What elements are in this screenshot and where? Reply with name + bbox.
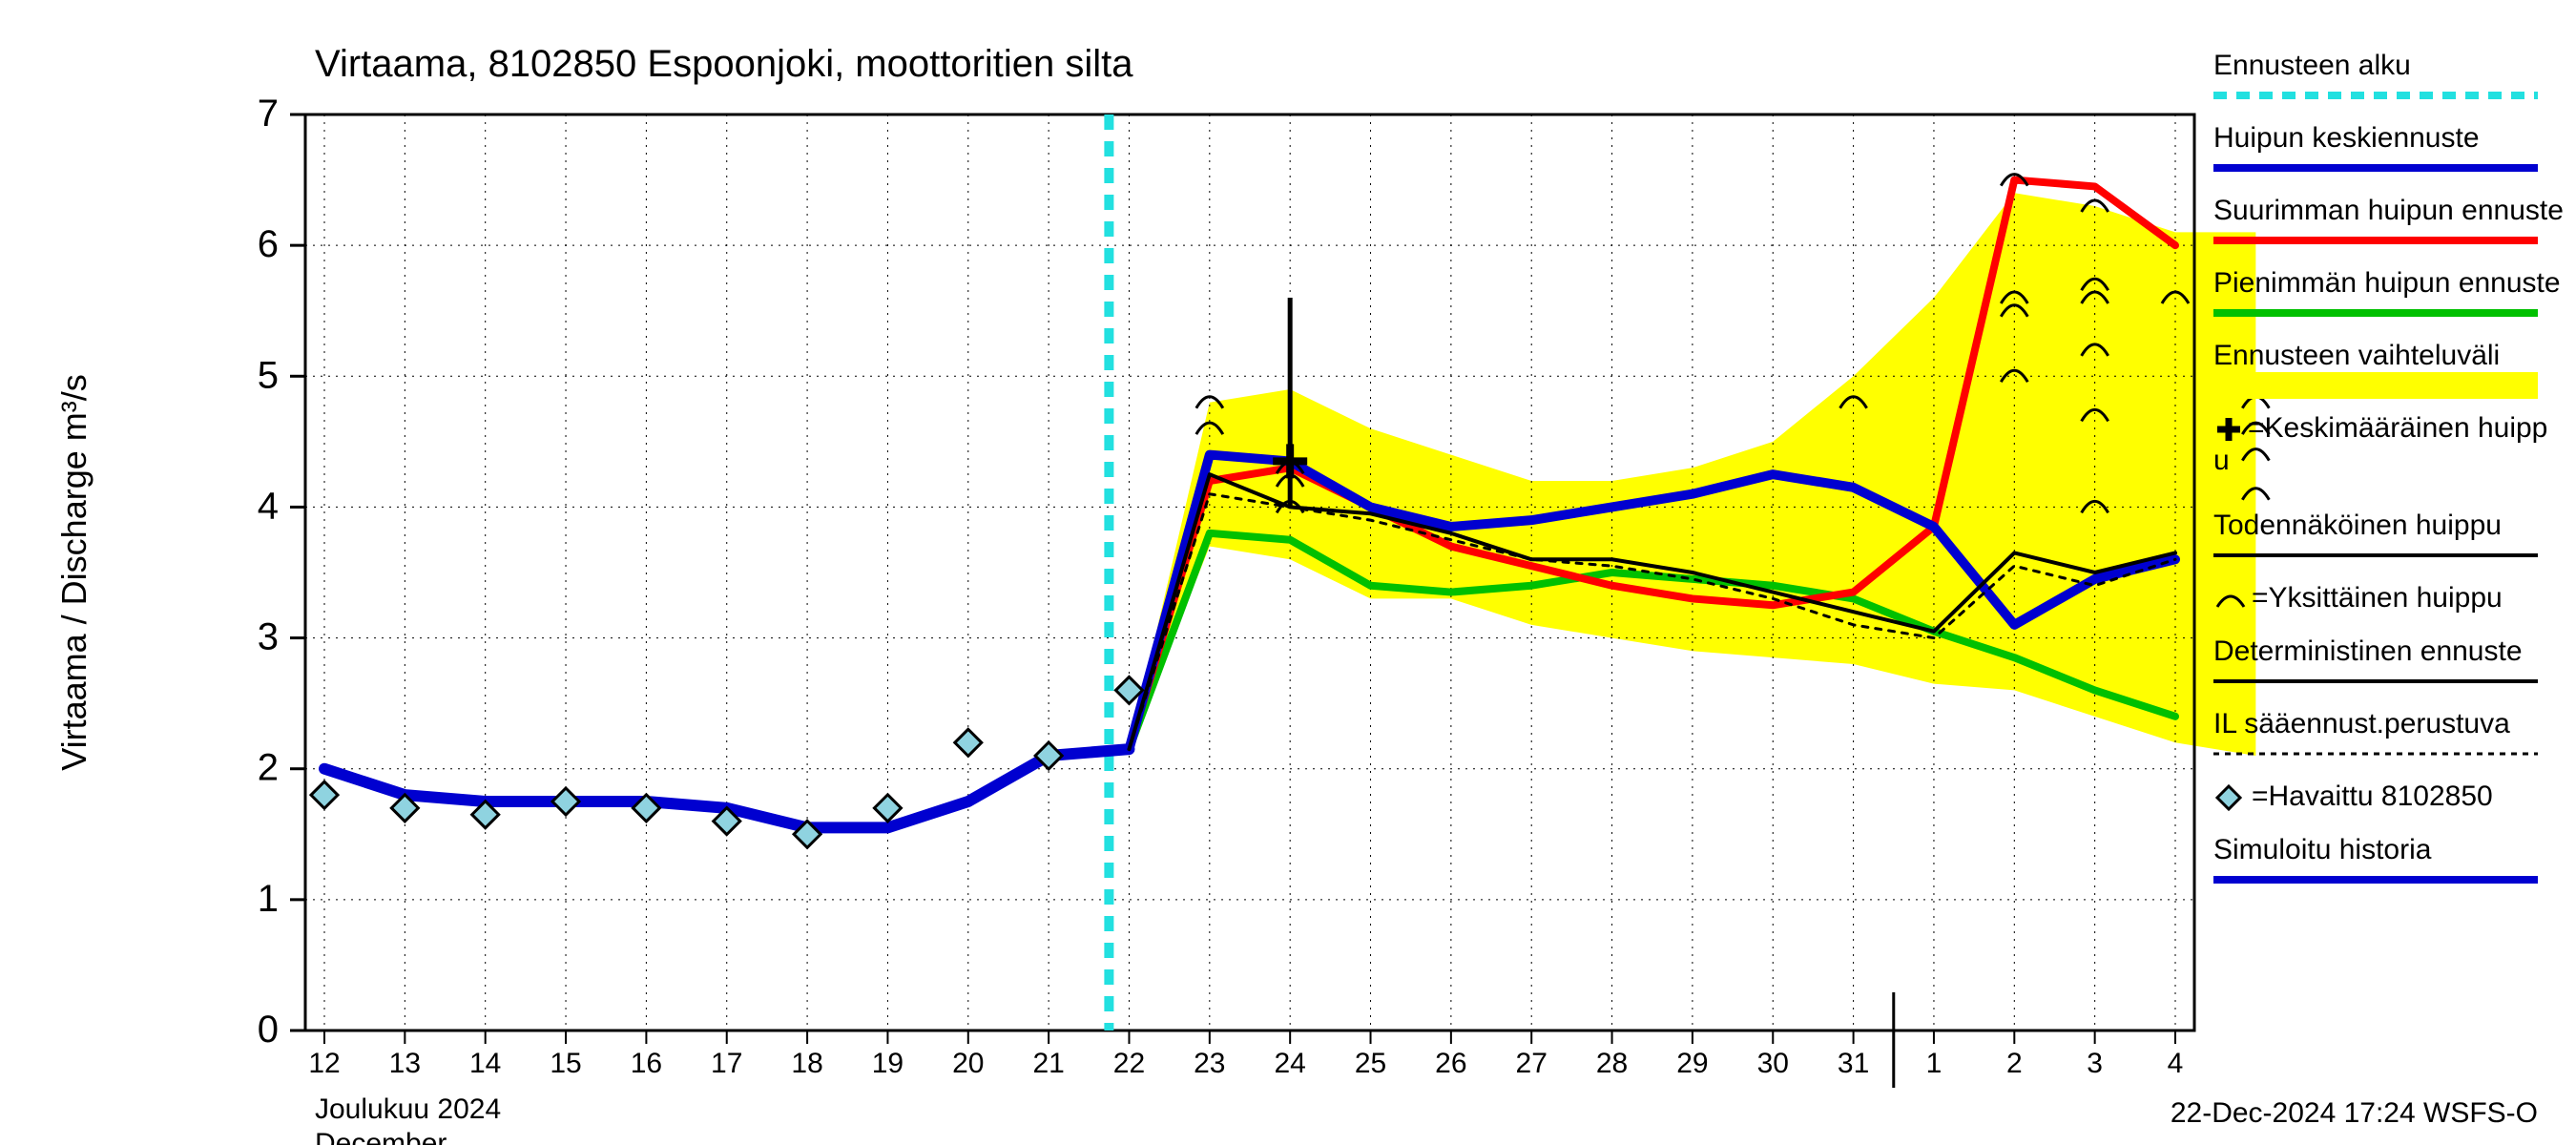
legend-label: =Yksittäinen huippu [2252, 582, 2503, 614]
x-tick-label: 27 [1516, 1048, 1548, 1079]
x-tick-label: 28 [1596, 1048, 1628, 1079]
legend-label: Huipun keskiennuste [2213, 122, 2480, 154]
x-tick-label: 26 [1435, 1048, 1466, 1079]
legend-label: =Keskimääräinen huipp [2248, 412, 2547, 444]
x-tick-label: 20 [952, 1048, 984, 1079]
x-tick-label: 18 [791, 1048, 822, 1079]
x-tick-label: 30 [1757, 1048, 1789, 1079]
x-tick-label: 14 [469, 1048, 501, 1079]
x-tick-label: 16 [631, 1048, 662, 1079]
x-tick-label: 12 [308, 1048, 340, 1079]
x-tick-label: 24 [1274, 1048, 1305, 1079]
legend-label: Todennäköinen huippu [2213, 510, 2502, 541]
x-tick-label: 2 [2006, 1048, 2023, 1079]
x-tick-label: 25 [1355, 1048, 1386, 1079]
x-tick-label: 3 [2087, 1048, 2103, 1079]
chart-footer-timestamp: 22-Dec-2024 17:24 WSFS-O [2171, 1097, 2538, 1129]
legend-label: =Havaittu 8102850 [2252, 781, 2493, 812]
x-tick-label: 19 [872, 1048, 904, 1079]
y-tick-label: 3 [258, 616, 279, 658]
y-tick-label: 0 [258, 1009, 279, 1051]
x-tick-label: 29 [1676, 1048, 1708, 1079]
x-tick-label: 1 [1926, 1048, 1942, 1079]
legend-label: Deterministinen ennuste [2213, 635, 2523, 667]
x-axis-month-en: December [315, 1128, 447, 1145]
x-tick-label: 15 [550, 1048, 581, 1079]
x-tick-label: 4 [2168, 1048, 2184, 1079]
svg-text:u: u [2213, 445, 2230, 476]
x-tick-label: 21 [1032, 1048, 1064, 1079]
legend-swatch-fill [2213, 372, 2538, 399]
legend-label: Ennusteen vaihteluväli [2213, 340, 2500, 371]
legend-label: IL sääennust.perustuva [2213, 708, 2510, 739]
y-tick-label: 7 [258, 93, 279, 135]
x-tick-label: 22 [1113, 1048, 1145, 1079]
chart-svg: 0123456712131415161718192021222324252627… [0, 0, 2576, 1145]
chart-title: Virtaama, 8102850 Espoonjoki, moottoriti… [315, 43, 1133, 85]
x-tick-label: 23 [1194, 1048, 1225, 1079]
y-tick-label: 4 [258, 485, 279, 527]
x-tick-label: 31 [1838, 1048, 1869, 1079]
legend-label: Pienimmän huipun ennuste [2213, 267, 2561, 299]
y-tick-label: 6 [258, 223, 279, 265]
y-tick-label: 1 [258, 878, 279, 920]
x-axis-month-fi: Joulukuu 2024 [315, 1093, 501, 1125]
legend-label: Simuloitu historia [2213, 834, 2432, 865]
discharge-forecast-chart: 0123456712131415161718192021222324252627… [0, 0, 2576, 1145]
x-tick-label: 13 [389, 1048, 421, 1079]
legend-label: Ennusteen alku [2213, 50, 2411, 81]
x-tick-label: 17 [711, 1048, 742, 1079]
y-tick-label: 5 [258, 354, 279, 396]
legend-label: Suurimman huipun ennuste [2213, 195, 2564, 226]
y-tick-label: 2 [258, 747, 279, 789]
y-axis-label: Virtaama / Discharge m³/s [54, 374, 93, 770]
